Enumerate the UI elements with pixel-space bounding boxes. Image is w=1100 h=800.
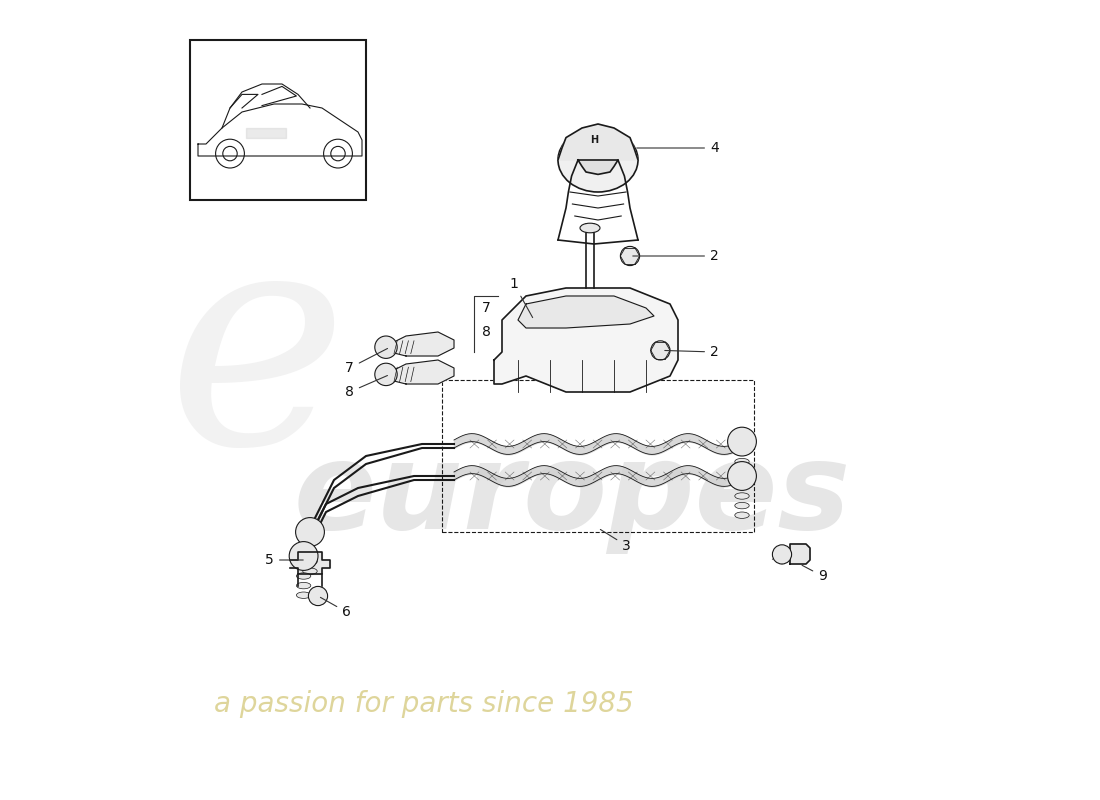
Ellipse shape xyxy=(735,512,749,518)
FancyBboxPatch shape xyxy=(190,40,366,200)
Polygon shape xyxy=(246,128,286,138)
Text: 8: 8 xyxy=(482,325,491,339)
Text: 4: 4 xyxy=(637,141,718,155)
Circle shape xyxy=(727,462,757,490)
Polygon shape xyxy=(390,332,454,356)
Polygon shape xyxy=(518,296,654,328)
Ellipse shape xyxy=(302,568,317,574)
Ellipse shape xyxy=(735,458,749,465)
Polygon shape xyxy=(390,360,454,384)
Ellipse shape xyxy=(735,478,749,484)
Text: 2: 2 xyxy=(664,345,718,359)
Polygon shape xyxy=(558,124,638,160)
Ellipse shape xyxy=(296,573,311,579)
Text: 3: 3 xyxy=(601,530,630,553)
Text: 1: 1 xyxy=(509,277,532,318)
Circle shape xyxy=(289,542,318,570)
Ellipse shape xyxy=(735,493,749,499)
Ellipse shape xyxy=(296,582,311,589)
Ellipse shape xyxy=(735,468,749,474)
Circle shape xyxy=(727,427,757,456)
Circle shape xyxy=(308,586,328,606)
Circle shape xyxy=(620,246,639,266)
Polygon shape xyxy=(790,544,810,564)
Polygon shape xyxy=(494,288,678,392)
Polygon shape xyxy=(290,552,330,574)
Circle shape xyxy=(651,341,670,360)
Text: 2: 2 xyxy=(632,249,718,263)
Text: 9: 9 xyxy=(802,566,827,583)
Ellipse shape xyxy=(302,558,317,565)
Ellipse shape xyxy=(580,223,600,233)
Text: e: e xyxy=(166,212,346,508)
Text: 5: 5 xyxy=(265,553,304,567)
Text: europes: europes xyxy=(294,438,851,554)
Ellipse shape xyxy=(558,128,638,192)
Text: 8: 8 xyxy=(345,375,387,399)
Circle shape xyxy=(772,545,792,564)
Circle shape xyxy=(375,363,397,386)
Circle shape xyxy=(296,518,324,546)
Text: a passion for parts since 1985: a passion for parts since 1985 xyxy=(214,690,634,718)
Ellipse shape xyxy=(296,592,311,598)
Ellipse shape xyxy=(302,549,317,555)
Circle shape xyxy=(375,336,397,358)
Text: 7: 7 xyxy=(482,301,491,315)
Ellipse shape xyxy=(735,502,749,509)
Polygon shape xyxy=(578,160,618,174)
Text: 7: 7 xyxy=(345,349,387,375)
Text: H: H xyxy=(590,135,598,145)
Text: 6: 6 xyxy=(320,598,351,619)
